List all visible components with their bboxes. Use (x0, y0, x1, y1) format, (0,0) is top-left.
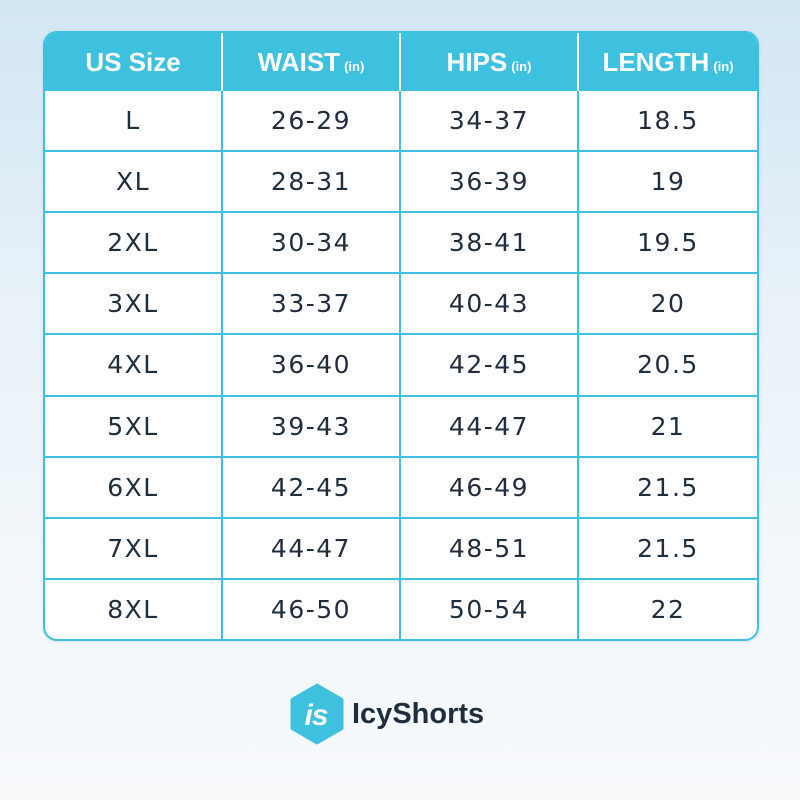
waist-cell: 33-37 (223, 272, 401, 334)
hips-cell: 36-39 (401, 150, 579, 212)
size-cell: L (45, 91, 223, 151)
hips-cell: 44-47 (401, 394, 579, 456)
table-row: XL 28-31 36-39 19 (45, 150, 757, 212)
header-waist: WAIST (in) (223, 33, 401, 91)
table-body: L 26-29 34-37 18.5 XL 28-31 36-39 19 2XL… (45, 91, 757, 639)
header-unit: (in) (713, 58, 734, 74)
header-us-size: US Size (45, 33, 223, 91)
size-cell: 6XL (45, 455, 223, 517)
waist-cell: 26-29 (223, 91, 401, 151)
table-row: 6XL 42-45 46-49 21.5 (45, 455, 757, 517)
length-cell: 18.5 (637, 106, 699, 136)
size-cell: XL (45, 150, 223, 212)
size-cell: 2XL (45, 211, 223, 273)
hips-cell: 48-51 (401, 516, 579, 578)
brand-name: IcyShorts (352, 697, 485, 730)
waist-cell: 30-34 (223, 211, 401, 273)
hips-cell: 34-37 (401, 91, 579, 151)
header-row: US Size WAIST (in) HIPS (in) LENGTH (in) (45, 33, 757, 91)
waist-cell: 39-43 (223, 394, 401, 456)
header-label: US Size (85, 46, 181, 77)
hips-cell: 38-41 (401, 211, 579, 273)
table-row: 5XL 39-43 44-47 21 (45, 394, 757, 456)
header-hips: HIPS (in) (401, 33, 579, 91)
table-row: 2XL 30-34 38-41 19.5 (45, 211, 757, 273)
length-cell: 21.5 (579, 516, 757, 578)
table-row: 8XL 46-50 50-54 22 (45, 577, 757, 639)
brand-logo-group: is IcyShorts (289, 682, 484, 746)
length-cell: 20 (579, 272, 757, 333)
size-cell: 7XL (45, 516, 223, 578)
size-cell: 5XL (45, 394, 223, 456)
length-cell: 21 (579, 394, 757, 456)
header-unit: (in) (511, 58, 532, 74)
header-label: LENGTH (602, 46, 710, 77)
length-cell: 19.5 (579, 211, 757, 272)
header-length: LENGTH (in) (579, 33, 757, 91)
header-unit: (in) (344, 58, 365, 74)
length-cell: 21.5 (579, 455, 757, 517)
table-row: 3XL 33-37 40-43 20 (45, 272, 757, 334)
hips-cell: 46-49 (401, 455, 579, 517)
size-cell: 4XL (45, 333, 223, 395)
header-label: WAIST (257, 46, 341, 77)
size-cell: 8XL (45, 577, 223, 639)
length-cell: 22 (579, 577, 757, 639)
waist-cell: 42-45 (223, 455, 401, 517)
header-label: HIPS (446, 46, 508, 77)
waist-cell: 46-50 (223, 577, 401, 639)
logo-letters: is (304, 699, 327, 732)
hexagon-logo-icon: is (290, 683, 344, 745)
table-header: US Size WAIST (in) HIPS (in) LENGTH (in) (45, 33, 757, 91)
waist-cell: 28-31 (223, 150, 401, 212)
waist-cell: 36-40 (223, 333, 401, 395)
length-cell: 19 (579, 150, 757, 211)
hips-cell: 50-54 (401, 577, 579, 639)
size-cell: 3XL (45, 272, 223, 334)
hips-cell: 40-43 (401, 272, 579, 334)
footer-background (0, 655, 800, 800)
table-row: 4XL 36-40 42-45 20.5 (45, 333, 757, 395)
waist-cell: 44-47 (223, 516, 401, 578)
size-chart-table: US Size WAIST (in) HIPS (in) LENGTH (in) L … (43, 31, 759, 641)
table-row: L 26-29 34-37 18.5 (45, 91, 757, 151)
length-cell: 20.5 (579, 333, 757, 394)
hips-cell: 42-45 (401, 333, 579, 395)
table-row: 7XL 44-47 48-51 21.5 (45, 516, 757, 578)
